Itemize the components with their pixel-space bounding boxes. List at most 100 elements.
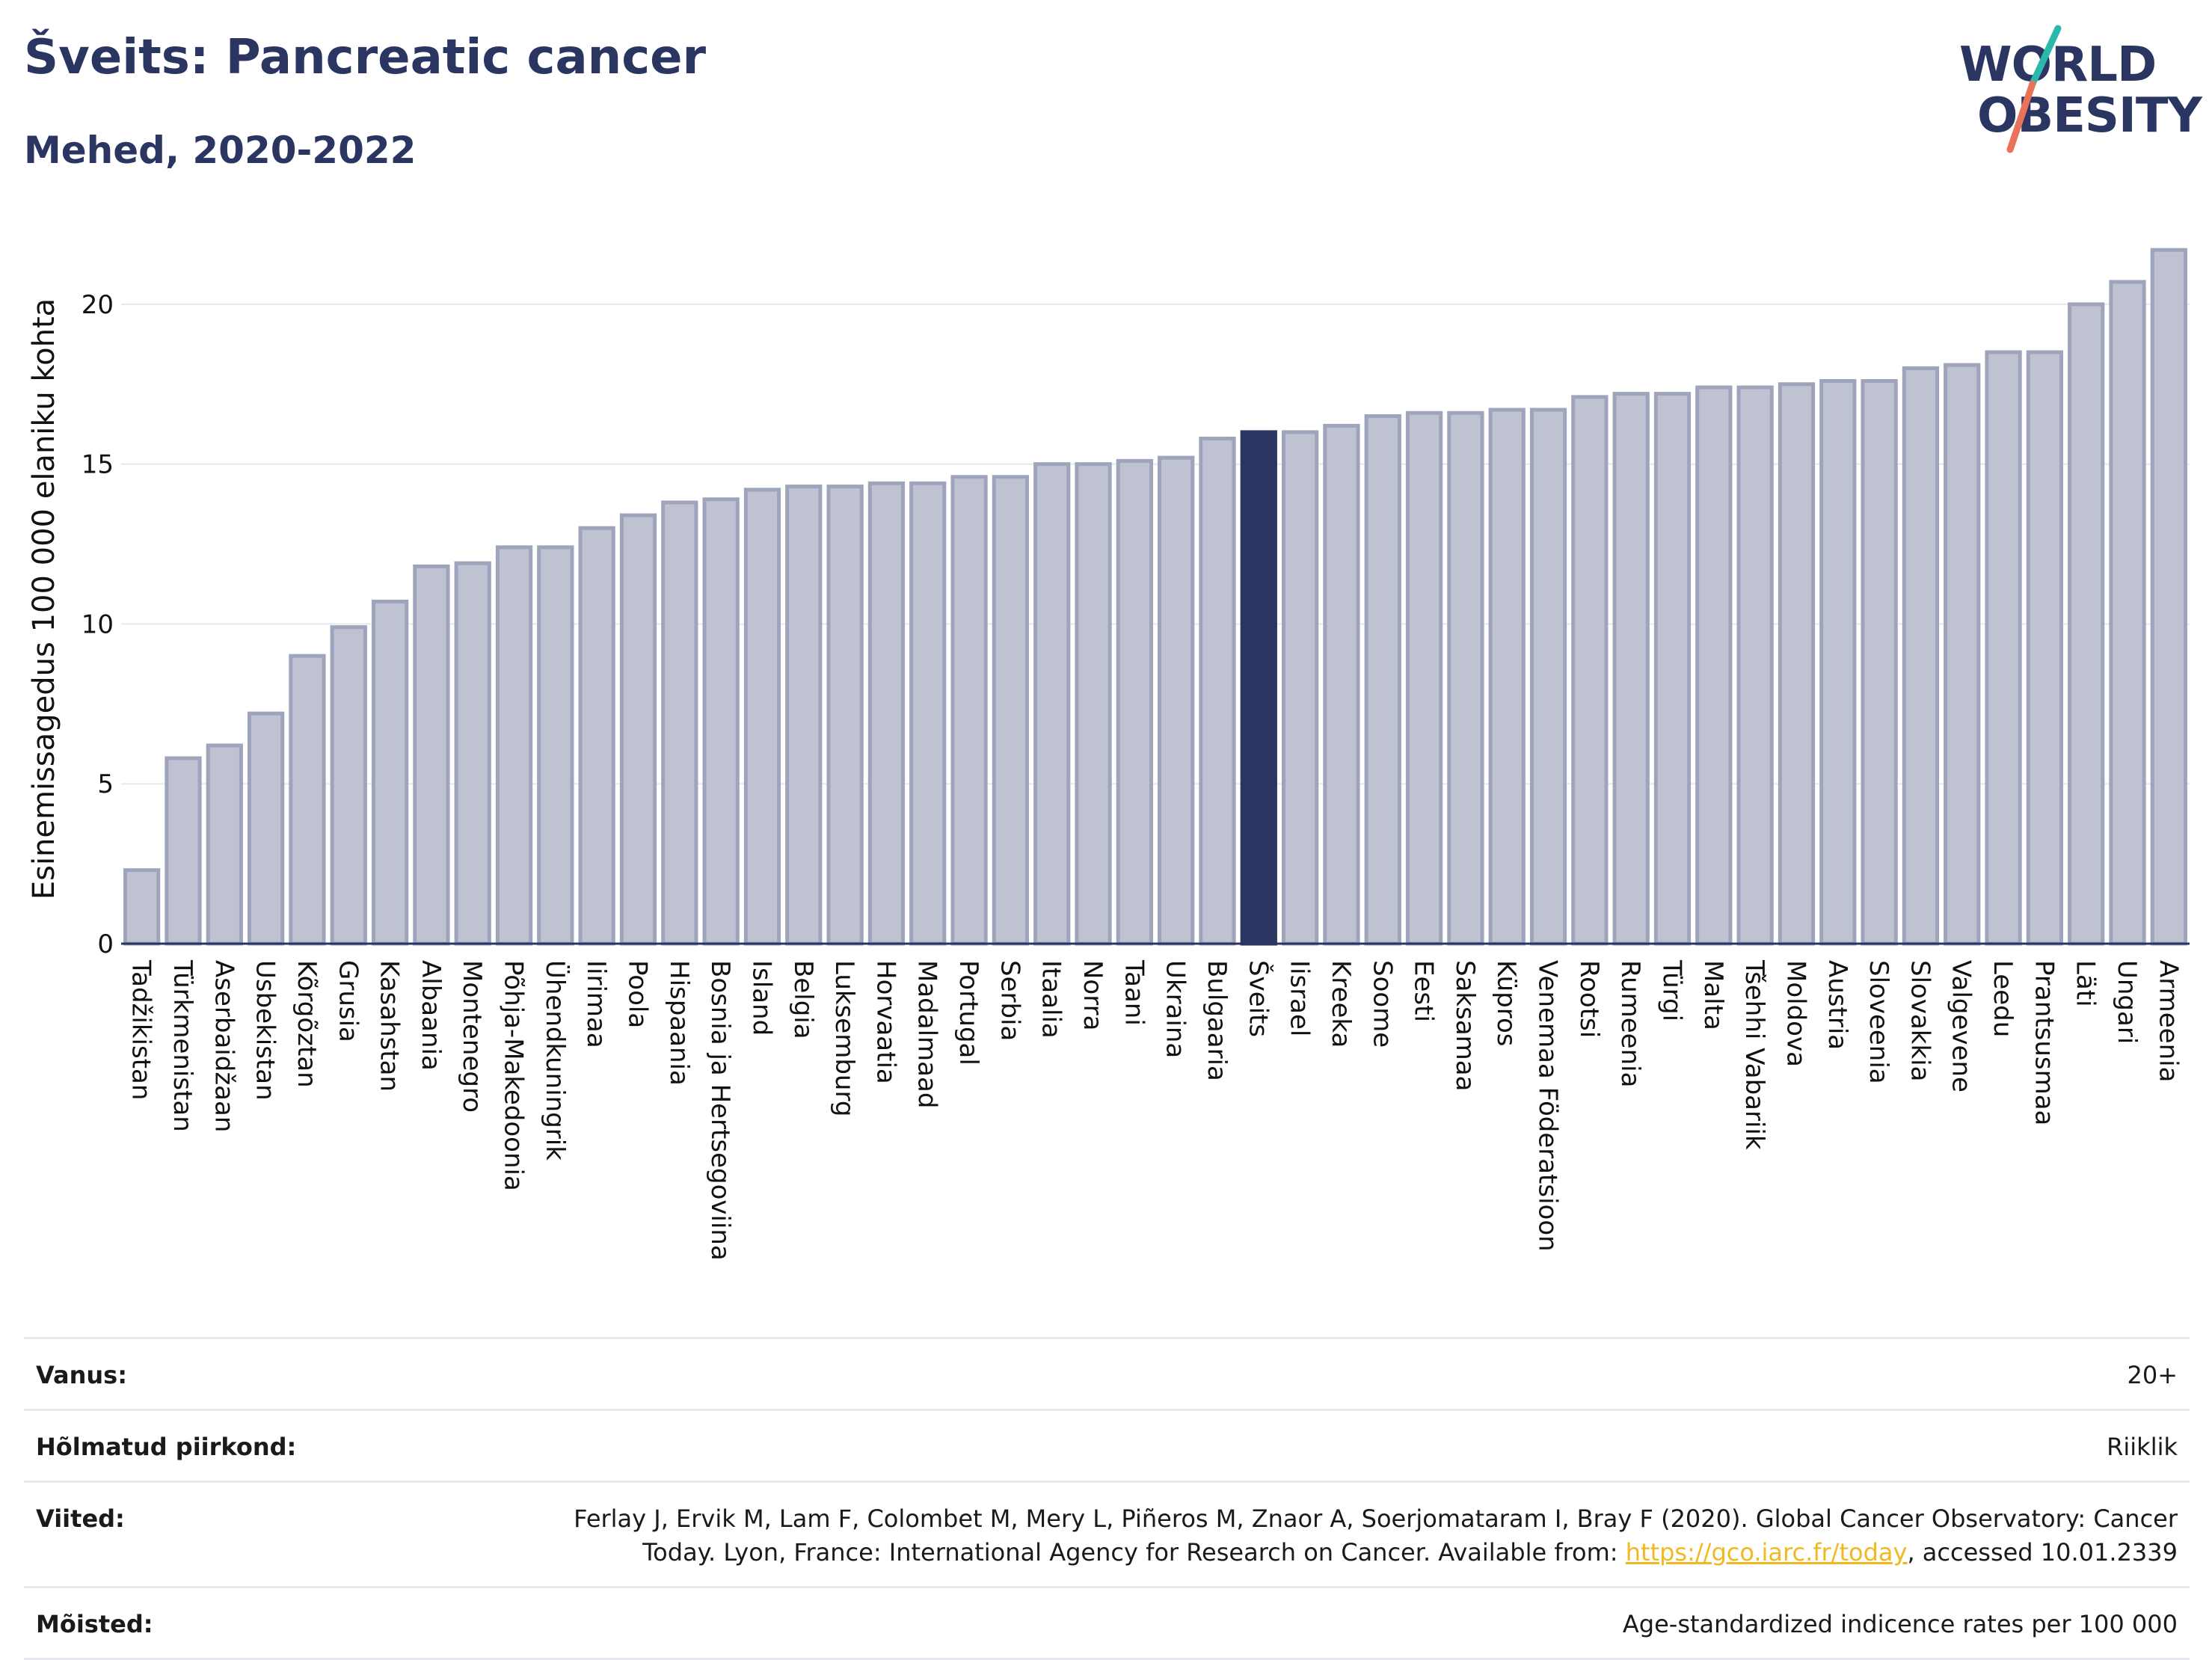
reference-accessed: , accessed 10.01.2339: [1907, 1538, 2178, 1567]
bar-36: [1612, 392, 1650, 946]
bar-27: [1240, 430, 1277, 946]
x-tick-label: Poola: [623, 960, 653, 1028]
bar-19: [909, 481, 947, 946]
logo-text-world: WORLD: [1959, 37, 2157, 93]
x-tick-label: Montenegro: [457, 960, 487, 1113]
x-tick-label: Türgi: [1657, 959, 1687, 1021]
x-tick-label: Venemaa Föderatsioon: [1533, 960, 1563, 1252]
x-tick-label: Hispaania: [664, 960, 694, 1086]
bar-12: [619, 513, 657, 946]
bar-49: [2150, 248, 2187, 946]
bar-43: [1902, 366, 1940, 946]
x-tick-label: Albaania: [416, 960, 446, 1071]
footer-row-references: Viited: Ferlay J, Ervik M, Lam F, Colomb…: [24, 1481, 2190, 1586]
bar-24: [1116, 458, 1153, 946]
x-tick-label: Itaalia: [1036, 960, 1066, 1039]
x-tick-label: Iisrael: [1285, 960, 1315, 1036]
bar-9: [495, 545, 533, 946]
footer-value-references: Ferlay J, Ervik M, Lam F, Colombet M, Me…: [532, 1502, 2178, 1570]
bar-39: [1736, 385, 1774, 946]
x-tick-label: Põhja-Makedoonia: [499, 960, 529, 1191]
x-tick-label: Kasahstan: [375, 960, 405, 1092]
bar-1: [165, 756, 202, 946]
bar-21: [992, 475, 1030, 946]
x-tick-label: Usbekistan: [251, 960, 280, 1101]
footer-row-definitions: Mõisted: Age-standardized indicence rate…: [24, 1586, 2190, 1660]
x-tick-label: Eesti: [1409, 960, 1439, 1022]
y-tick-label: 20: [82, 290, 114, 320]
x-tick-label: Malta: [1698, 960, 1728, 1030]
y-tick-label: 15: [82, 450, 114, 480]
x-tick-label: Kõrgõztan: [292, 960, 322, 1088]
bar-38: [1695, 385, 1733, 946]
bar-25: [1158, 455, 1195, 946]
x-tick-label: Tadžikistan: [126, 959, 156, 1100]
footer-label-definitions: Mõisted:: [36, 1610, 153, 1638]
footer-label-coverage: Hõlmatud piirkond:: [36, 1433, 297, 1461]
bar-42: [1861, 379, 1898, 946]
bar-35: [1571, 395, 1609, 946]
bar-15: [743, 488, 781, 946]
bar-44: [1944, 363, 1981, 946]
x-tick-label: Läti: [2071, 960, 2101, 1007]
x-tick-label: Kreeka: [1326, 960, 1356, 1048]
bar-23: [1075, 462, 1112, 946]
y-axis-label: Esinemissagedus 100 000 elaniku kohta: [27, 298, 61, 900]
bar-32: [1447, 411, 1484, 946]
x-tick-label: Tšehhi Vabariik: [1739, 959, 1769, 1150]
x-tick-label: Türkmenistan: [168, 959, 197, 1132]
footer-row-age: Vanus: 20+: [24, 1337, 2190, 1409]
footer-label-age: Vanus:: [36, 1361, 128, 1389]
chart-footer: Vanus: 20+ Hõlmatud piirkond: Riiklik Vi…: [24, 1337, 2190, 1660]
x-tick-label: Saksamaa: [1450, 960, 1480, 1091]
x-tick-label: Küpros: [1491, 960, 1521, 1046]
bar-46: [2026, 350, 2064, 946]
x-tick-label: Rumeenia: [1615, 960, 1645, 1087]
x-tick-label: Belgia: [788, 960, 818, 1039]
reference-link[interactable]: https://gco.iarc.fr/today: [1625, 1538, 1908, 1567]
x-tick-label: Sloveenia: [1864, 960, 1893, 1084]
bar-0: [123, 868, 161, 946]
bar-31: [1405, 411, 1443, 946]
bar-8: [454, 561, 491, 946]
bar-28: [1281, 430, 1319, 946]
bar-30: [1364, 414, 1401, 946]
x-tick-label: Armeenia: [2153, 960, 2183, 1082]
bar-14: [702, 497, 740, 946]
x-tick-label: Šveits: [1243, 960, 1274, 1037]
bar-13: [661, 500, 698, 946]
bar-48: [2109, 280, 2146, 946]
chart-title: Šveits: Pancreatic cancer: [24, 30, 707, 85]
bar-29: [1323, 423, 1360, 946]
bar-17: [826, 485, 864, 946]
chart-subtitle: Mehed, 2020-2022: [24, 129, 417, 172]
bar-4: [289, 654, 326, 946]
world-obesity-logo: WORLD OBESITY: [1944, 22, 2202, 165]
bar-18: [867, 481, 906, 946]
footer-row-coverage: Hõlmatud piirkond: Riiklik: [24, 1409, 2190, 1481]
x-tick-label: Slovakkia: [1905, 960, 1935, 1081]
x-tick-label: Serbia: [995, 960, 1024, 1041]
footer-value-age: 20+: [2127, 1361, 2178, 1389]
x-tick-label: Rootsi: [1574, 960, 1604, 1038]
x-tick-label: Taani: [1119, 959, 1149, 1026]
bar-3: [247, 711, 285, 946]
bar-40: [1778, 382, 1816, 946]
bar-47: [2068, 302, 2105, 946]
x-tick-label: Aserbaidžaan: [209, 960, 239, 1132]
reference-text: Ferlay J, Ervik M, Lam F, Colombet M, Me…: [574, 1504, 2178, 1567]
footer-value-definitions: Age-standardized indicence rates per 100…: [1622, 1610, 2178, 1638]
x-tick-label: Iirimaa: [581, 960, 611, 1048]
x-tick-label: Island: [746, 960, 776, 1036]
bar-26: [1199, 436, 1236, 946]
x-tick-label: Valgevene: [1947, 960, 1976, 1092]
x-tick-label: Portugal: [953, 960, 983, 1066]
x-tick-label: Soome: [1367, 960, 1397, 1048]
x-tick-label: Austria: [1822, 960, 1852, 1050]
bar-6: [371, 600, 409, 946]
x-tick-label: Horvaatia: [870, 960, 900, 1084]
bar-33: [1488, 408, 1526, 946]
bar-7: [413, 564, 450, 946]
x-tick-label: Ukraina: [1161, 960, 1191, 1058]
x-tick-label: Ühendkuningrik: [540, 960, 571, 1161]
